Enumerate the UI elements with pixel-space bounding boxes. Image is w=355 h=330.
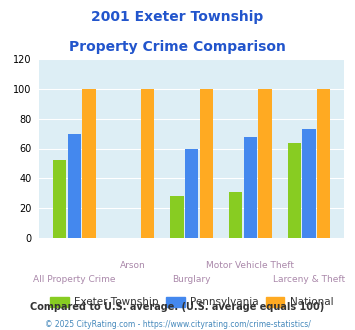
Text: Larceny & Theft: Larceny & Theft (273, 275, 345, 284)
Bar (82, 89, 96, 238)
Bar (317, 89, 331, 238)
Bar (67, 134, 81, 238)
Text: Arson: Arson (120, 261, 146, 270)
Bar (170, 196, 184, 238)
Text: Burglary: Burglary (173, 275, 211, 284)
Text: © 2025 CityRating.com - https://www.cityrating.com/crime-statistics/: © 2025 CityRating.com - https://www.city… (45, 320, 310, 329)
Text: Motor Vehicle Theft: Motor Vehicle Theft (206, 261, 294, 270)
Bar (185, 148, 198, 238)
Bar (229, 191, 242, 238)
Text: Property Crime Comparison: Property Crime Comparison (69, 40, 286, 53)
Text: All Property Crime: All Property Crime (33, 275, 116, 284)
Bar (200, 89, 213, 238)
Bar (244, 137, 257, 238)
Text: Compared to U.S. average. (U.S. average equals 100): Compared to U.S. average. (U.S. average … (31, 302, 324, 312)
Bar (302, 129, 316, 238)
Bar (288, 143, 301, 238)
Bar (258, 89, 272, 238)
Bar (53, 160, 66, 238)
Text: 2001 Exeter Township: 2001 Exeter Township (91, 10, 264, 24)
Legend: Exeter Township, Pennsylvania, National: Exeter Township, Pennsylvania, National (46, 293, 338, 312)
Bar (141, 89, 154, 238)
